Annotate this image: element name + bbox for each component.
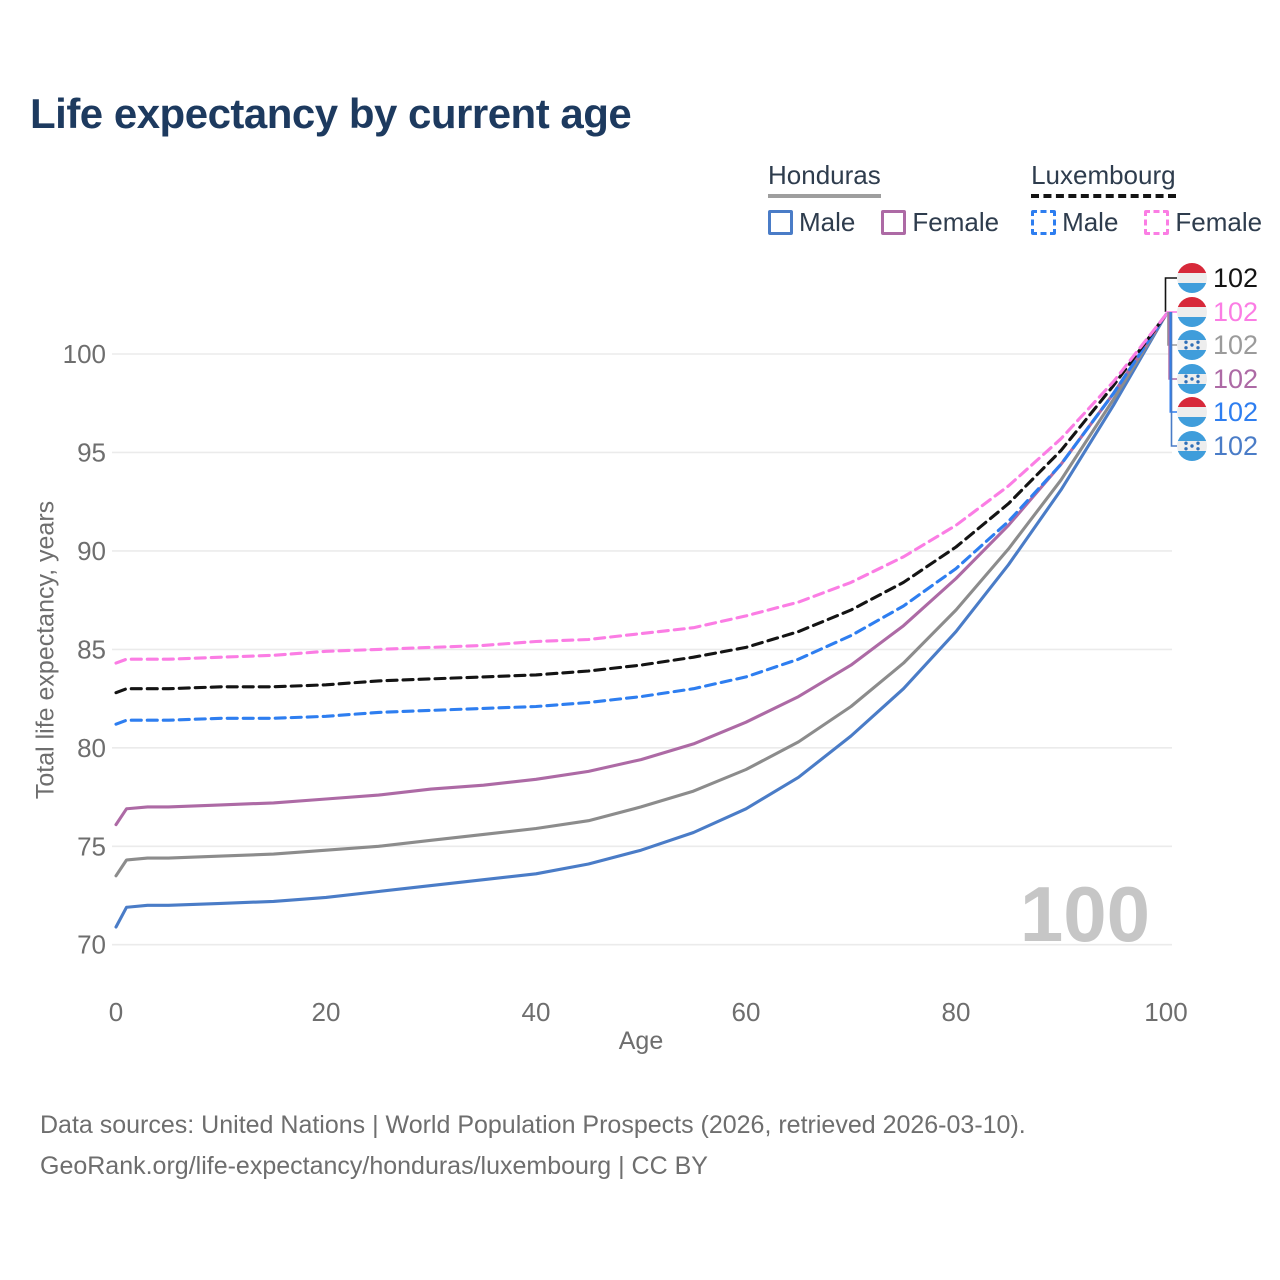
y-tick-95: 95 (77, 437, 106, 467)
end-label-honduras-male[interactable]: 102 (1177, 431, 1258, 461)
legend-group-luxembourg: Luxembourg Male Female (1031, 160, 1262, 238)
gridlines (112, 353, 1172, 946)
end-label-luxembourg-female[interactable]: 102 (1177, 297, 1258, 327)
end-label-connectors (1164, 277, 1177, 447)
y-axis-title: Total life expectancy, years (31, 500, 60, 800)
x-axis-title: Age (618, 1027, 664, 1055)
series-honduras-both[interactable] (114, 313, 1168, 878)
x-tick-100: 100 (1144, 997, 1187, 1027)
y-tick-75: 75 (77, 831, 106, 861)
end-value-luxembourg-male: 102 (1213, 397, 1258, 427)
y-tick-70: 70 (77, 930, 106, 960)
axis-ticks: 70 75 80 85 90 95 100 0 20 40 60 80 100 (63, 339, 1188, 1027)
legend-swatch-luxembourg-male[interactable] (1031, 209, 1057, 235)
x-tick-0: 0 (109, 997, 123, 1027)
x-tick-20: 20 (312, 997, 341, 1027)
series-luxembourg-both[interactable] (114, 313, 1168, 695)
x-tick-40: 40 (522, 997, 551, 1027)
end-label-honduras[interactable]: 102 (1177, 330, 1258, 360)
footer-data-sources: Data sources: United Nations | World Pop… (40, 1111, 1026, 1139)
legend-label: Male (799, 206, 856, 237)
legend-item-honduras-male[interactable]: Male (768, 207, 855, 238)
connector-luxembourg (1164, 277, 1177, 312)
x-tick-60: 60 (732, 997, 761, 1027)
series-honduras-female-female[interactable] (114, 313, 1168, 827)
y-tick-80: 80 (77, 733, 106, 763)
footer-attribution: GeoRank.org/life-expectancy/honduras/lux… (40, 1152, 708, 1180)
end-value-honduras-male: 102 (1213, 431, 1258, 461)
end-label-honduras-female[interactable]: 102 (1177, 364, 1258, 394)
end-value-luxembourg: 102 (1213, 263, 1258, 293)
legend-swatch-honduras-female[interactable] (881, 209, 907, 235)
legend-country-luxembourg: Luxembourg (1031, 160, 1176, 198)
series-luxembourg-male-male[interactable] (114, 313, 1168, 726)
connector-honduras-male (1170, 312, 1177, 447)
series-lines (114, 313, 1168, 929)
end-label-luxembourg[interactable]: 102 (1177, 263, 1258, 293)
footer: Data sources: United Nations | World Pop… (40, 1105, 1026, 1187)
page-title: Life expectancy by current age (30, 90, 632, 137)
legend: Honduras Male Female Luxembourg Male Female (768, 160, 1262, 238)
legend-label: Male (1062, 206, 1119, 237)
legend-country-honduras: Honduras (768, 160, 881, 198)
legend-item-honduras-female[interactable]: Female (881, 207, 999, 238)
series-luxembourg-female-female[interactable] (114, 313, 1168, 665)
end-value-honduras: 102 (1213, 330, 1258, 360)
connector-honduras (1167, 312, 1177, 346)
connector-honduras-female (1168, 312, 1177, 380)
legend-label: Female (1175, 206, 1263, 237)
y-tick-90: 90 (77, 536, 106, 566)
legend-item-luxembourg-male[interactable]: Male (1031, 207, 1118, 238)
x-tick-80: 80 (942, 997, 971, 1027)
legend-swatch-luxembourg-female[interactable] (1144, 209, 1170, 235)
connector-luxembourg-male (1169, 312, 1177, 413)
legend-group-honduras: Honduras Male Female (768, 160, 999, 238)
end-value-honduras-female: 102 (1213, 364, 1258, 394)
end-value-luxembourg-female: 102 (1213, 297, 1258, 327)
legend-item-luxembourg-female[interactable]: Female (1144, 207, 1262, 238)
series-honduras-male-male[interactable] (114, 313, 1168, 929)
end-label-luxembourg-male[interactable]: 102 (1177, 397, 1258, 427)
legend-label: Female (912, 206, 1000, 237)
y-tick-100: 100 (63, 339, 106, 369)
legend-swatch-honduras-male[interactable] (768, 209, 793, 235)
y-tick-85: 85 (77, 634, 106, 664)
axis-max-watermark: 100 (1019, 870, 1150, 958)
